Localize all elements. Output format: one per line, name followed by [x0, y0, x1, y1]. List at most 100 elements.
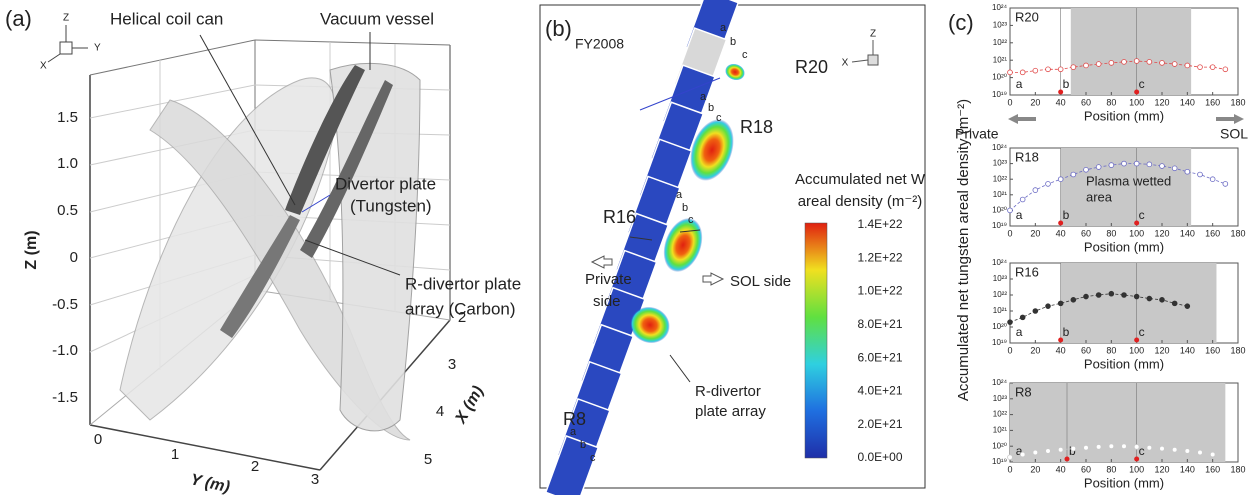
- data-point: [1122, 444, 1127, 449]
- label: R-divertor plate: [405, 274, 521, 293]
- point-letter: c: [688, 214, 694, 226]
- data-point: [1198, 450, 1203, 455]
- x-tick-label: 120: [1154, 464, 1169, 474]
- position-marker: [1134, 338, 1139, 343]
- arrow: [1216, 114, 1244, 124]
- y-tick-label: 10²³: [993, 21, 1008, 30]
- y-tick-label: 10²²: [993, 174, 1008, 183]
- x-tick-label: 20: [1030, 228, 1040, 238]
- data-point: [1210, 65, 1215, 70]
- data-point: [1185, 304, 1190, 309]
- data-point: [1046, 181, 1051, 186]
- x-tick-label: 100: [1129, 345, 1144, 355]
- x-tick-label: 5: [424, 451, 432, 468]
- z-tick-label: -1.0: [52, 342, 78, 359]
- point-letter: c: [1139, 77, 1145, 91]
- data-point: [1020, 70, 1025, 75]
- label: Y: [94, 43, 101, 54]
- data-point: [1147, 445, 1152, 450]
- shaded-region: [1010, 383, 1225, 462]
- label: (a): [5, 6, 32, 31]
- x-tick-label: 180: [1230, 345, 1245, 355]
- x-tick-label: 0: [1007, 464, 1012, 474]
- x-tick-label: 80: [1106, 345, 1116, 355]
- point-letter: b: [1063, 77, 1070, 91]
- data-point: [1109, 444, 1114, 449]
- label: plate array: [695, 403, 766, 420]
- label: Z: [63, 13, 69, 24]
- y-tick-label: 10²³: [993, 274, 1008, 283]
- z-tick-label: -0.5: [52, 296, 78, 313]
- position-marker: [1058, 90, 1063, 95]
- point-letter: b: [1063, 208, 1070, 222]
- point-letter: a: [570, 426, 577, 438]
- label: R16: [603, 207, 636, 227]
- colorbar-label: 2.0E+21: [857, 417, 902, 431]
- y-tick-label: 10²²: [993, 290, 1008, 299]
- data-point: [1046, 304, 1051, 309]
- data-point: [1223, 181, 1228, 186]
- x-tick-label: 140: [1180, 345, 1195, 355]
- label: Accumulated net W: [795, 171, 926, 188]
- data-point: [1160, 297, 1165, 302]
- data-point: [1160, 164, 1165, 169]
- colorbar-label: 0.0E+00: [857, 450, 902, 464]
- label: Y (m): [189, 471, 231, 495]
- position-marker: [1134, 90, 1139, 95]
- label: side: [593, 293, 621, 310]
- data-point: [1109, 291, 1114, 296]
- note: area: [1086, 189, 1113, 204]
- data-point: [1084, 294, 1089, 299]
- x-tick-label: 4: [436, 403, 444, 420]
- y-tick-label: 10¹⁹: [992, 90, 1007, 99]
- x-tick-label: 120: [1154, 228, 1169, 238]
- label: Private: [585, 271, 632, 288]
- data-point: [1210, 452, 1215, 457]
- x-tick-label: 140: [1180, 464, 1195, 474]
- data-point: [1058, 177, 1063, 182]
- x-tick-label: 80: [1106, 97, 1116, 107]
- x-tick-label: 80: [1106, 464, 1116, 474]
- data-point: [1185, 63, 1190, 68]
- label: Z: [870, 29, 876, 40]
- x-tick-label: 180: [1230, 228, 1245, 238]
- x-axis-label: Position (mm): [1084, 356, 1164, 371]
- label: (b): [545, 16, 572, 41]
- label: Accumulated net tungsten areal density (…: [955, 99, 972, 401]
- y-tick-label: 10²⁴: [992, 378, 1008, 387]
- z-tick-label: 0: [70, 249, 78, 266]
- x-tick-label: 120: [1154, 97, 1169, 107]
- point-letter: b: [1063, 325, 1070, 339]
- y-tick-label: 10²¹: [993, 426, 1008, 435]
- label: X (m): [452, 383, 487, 427]
- data-point: [1223, 67, 1228, 72]
- label: areal density (m⁻²): [798, 193, 923, 210]
- x-tick-label: 40: [1056, 345, 1066, 355]
- data-point: [1058, 67, 1063, 72]
- y-tick-label: 10²⁰: [992, 206, 1007, 215]
- label: R18: [740, 117, 773, 137]
- x-tick-label: 100: [1129, 97, 1144, 107]
- data-point: [1172, 301, 1177, 306]
- data-point: [1046, 67, 1051, 72]
- label: Divertor plate: [335, 174, 436, 193]
- y-tick-label: 10²¹: [993, 55, 1008, 64]
- data-point: [1071, 172, 1076, 177]
- data-point: [1198, 172, 1203, 177]
- data-point: [1134, 161, 1139, 166]
- data-point: [1198, 65, 1203, 70]
- x-tick-label: 80: [1106, 228, 1116, 238]
- point-letter: c: [742, 49, 748, 61]
- x-tick-label: 0: [1007, 97, 1012, 107]
- x-tick-label: 20: [1030, 464, 1040, 474]
- point-letter: b: [682, 202, 688, 214]
- y-tick-label: 10²⁰: [992, 322, 1007, 331]
- point-letter: b: [580, 439, 586, 451]
- data-point: [1134, 445, 1139, 450]
- data-point: [1172, 166, 1177, 171]
- position-marker: [1058, 221, 1063, 226]
- series-label: R18: [1015, 149, 1039, 164]
- point-letter: a: [720, 22, 727, 34]
- y-tick-label: 10²²: [993, 38, 1008, 47]
